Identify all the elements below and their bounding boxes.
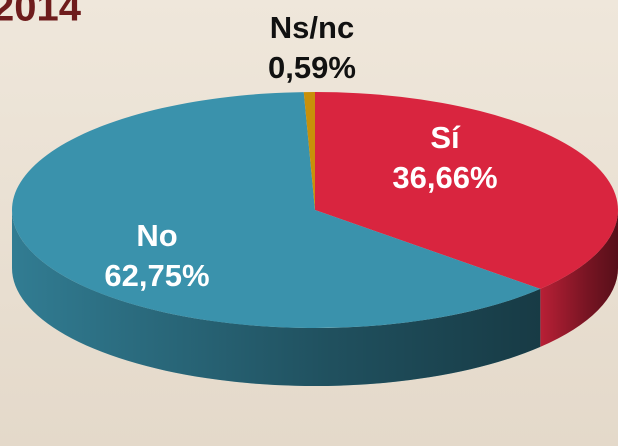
slice <box>315 92 618 289</box>
slice-value-label: 62,75% <box>104 258 209 293</box>
slice <box>303 92 315 210</box>
slice-side-shade <box>11 210 541 387</box>
slice-label: Sí <box>430 120 461 155</box>
slice-value-label: 0,59% <box>268 50 356 85</box>
slice-value-label: 36,66% <box>392 160 497 195</box>
slice-label: Ns/nc <box>270 10 354 45</box>
slice-label: No <box>136 218 177 253</box>
slice-side-shade <box>540 210 618 347</box>
chart-title: 2014 <box>0 0 82 30</box>
slice <box>12 92 541 328</box>
